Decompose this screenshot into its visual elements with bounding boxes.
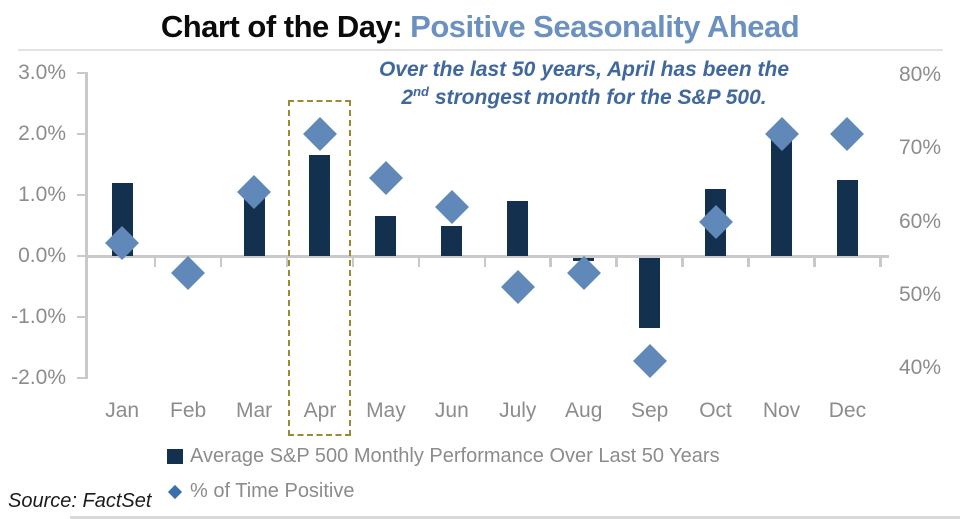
month-label-Jun: Jun [434, 399, 469, 422]
diamond-swatch-icon [167, 484, 183, 499]
month-label-Mar: Mar [235, 399, 273, 422]
page-title: Chart of the Day: Positive Seasonality A… [0, 9, 960, 45]
legend-label-bars: Average S&P 500 Monthly Performance Over… [190, 445, 720, 467]
left-axis-tick-label: 0.0% [18, 244, 66, 267]
annotation-ordinal: 2 [401, 86, 414, 109]
bar-May [375, 216, 397, 256]
zero-baseline [85, 254, 889, 258]
month-label-Feb: Feb [170, 399, 207, 422]
annotation-ordinal-suffix: nd [413, 84, 429, 99]
left-axis-line [85, 72, 88, 379]
legend-item-bars: Average S&P 500 Monthly Performance Over… [167, 445, 720, 468]
diamond-Dec [830, 116, 865, 151]
right-axis-tick-label: 50% [899, 282, 942, 306]
month-label-Sep: Sep [630, 399, 669, 422]
left-axis-tick [77, 254, 85, 258]
left-axis-tick [77, 315, 85, 319]
bar-Jun [441, 225, 463, 256]
bar-July [507, 201, 529, 256]
axis-boundary-tick [747, 257, 750, 267]
bar-Sep [639, 257, 661, 328]
right-axis-tick-label: 60% [899, 209, 942, 233]
left-axis-tick [77, 376, 85, 380]
axis-boundary-tick [681, 257, 684, 267]
diamond-Nov [764, 116, 799, 151]
month-label-Aug: Aug [565, 399, 603, 422]
axis-boundary-tick [219, 257, 223, 267]
diamond-Oct [698, 204, 733, 239]
right-axis-tick-label: 40% [899, 356, 942, 379]
axis-boundary-tick [615, 257, 618, 267]
month-label-July: July [499, 399, 537, 422]
right-axis-tick-label: 80% [899, 63, 942, 86]
bar-Mar [243, 198, 265, 256]
annotation-line1: Over the last 50 years, April has been t… [378, 58, 790, 81]
left-axis-tick-label: 2.0% [18, 122, 66, 145]
month-label-Jan: Jan [105, 399, 140, 422]
legend-label-diamonds: % of Time Positive [190, 480, 355, 502]
annotation-line2-rest: strongest month for the S&P 500. [428, 86, 767, 109]
left-axis-tick [77, 132, 85, 136]
diamond-Aug [566, 255, 601, 290]
bar-Nov [771, 140, 792, 256]
diamond-Mar [237, 175, 272, 210]
bottom-divider [70, 516, 960, 519]
diamond-Jun [434, 189, 469, 224]
left-axis-tick-label: 1.0% [18, 183, 66, 206]
title-prefix: Chart of the Day: [160, 9, 411, 44]
top-divider [18, 49, 943, 51]
month-label-Oct: Oct [699, 399, 732, 422]
month-label-Nov: Nov [762, 399, 801, 422]
left-axis-tick-label: -1.0% [11, 305, 66, 328]
diamond-Sep [632, 343, 667, 378]
left-axis-tick [77, 193, 85, 197]
axis-boundary-tick [549, 257, 552, 267]
annotation-callout: Over the last 50 years, April has been t… [334, 56, 834, 112]
diamond-July [500, 270, 535, 305]
diamond-May [368, 160, 403, 195]
bar-Dec [836, 179, 858, 256]
axis-boundary-tick [879, 257, 882, 267]
axis-boundary-tick [153, 257, 157, 267]
left-axis-tick [77, 71, 85, 75]
april-highlight-box [287, 100, 351, 436]
axis-boundary-tick [285, 257, 289, 267]
legend-item-diamonds: % of Time Positive [167, 480, 355, 503]
month-label-Dec: Dec [828, 399, 867, 422]
annotation-line2: 2nd strongest month for the S&P 500. [334, 84, 834, 112]
bar-swatch-icon [167, 449, 183, 464]
axis-boundary-tick [813, 257, 816, 267]
left-axis-tick-label: 3.0% [18, 61, 66, 84]
left-axis-tick-label: -2.0% [11, 366, 66, 389]
right-axis-tick-label: 70% [899, 136, 942, 160]
axis-boundary-tick [417, 257, 421, 267]
bar-Apr [309, 155, 331, 256]
axis-boundary-tick [483, 257, 487, 267]
source-credit: Source: FactSet [8, 490, 152, 512]
month-label-May: May [366, 399, 406, 422]
month-label-Apr: Apr [303, 399, 337, 422]
axis-boundary-tick [351, 257, 355, 267]
title-highlight: Positive Seasonality Ahead [410, 9, 800, 44]
diamond-Feb [171, 255, 206, 290]
